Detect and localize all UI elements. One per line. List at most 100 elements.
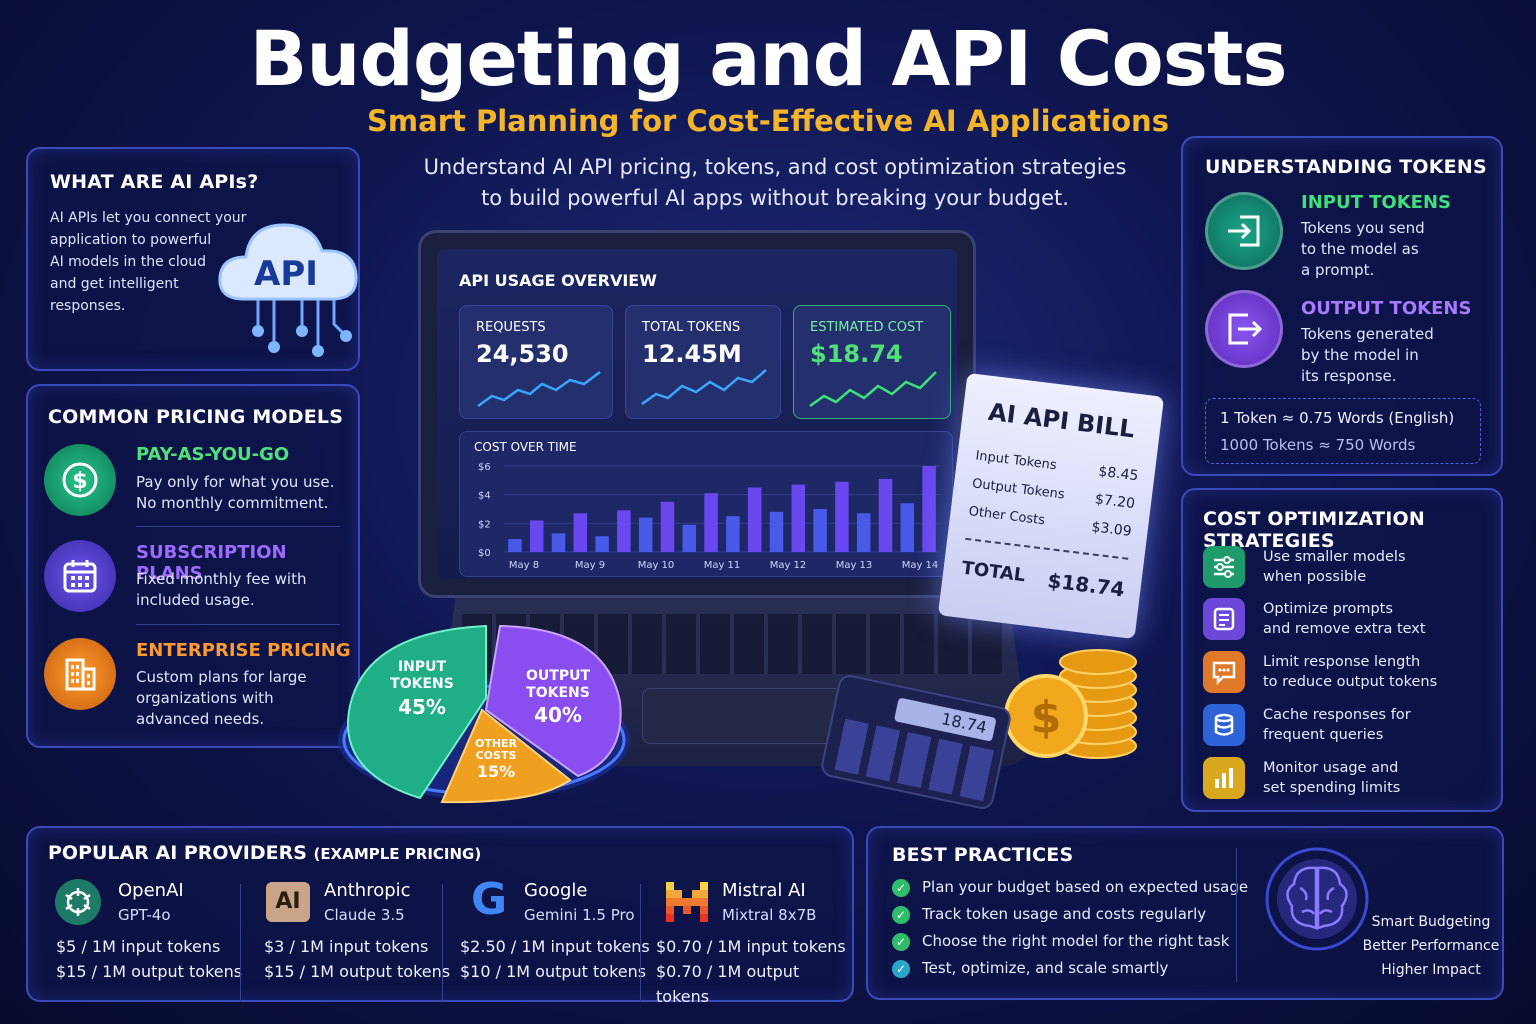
bar [726,516,740,552]
desc-line: by the model in [1301,346,1419,364]
bar [595,536,609,552]
pricing-desc: Custom plans for large organizations with… [136,667,336,730]
desc-line: advanced needs. [136,710,265,728]
desc-line: No monthly commitment. [136,494,329,512]
price-line: $0.70 / 1M input tokens [656,937,846,956]
check-icon: ✓ [892,878,910,897]
token-name: INPUT TOKENS [1301,192,1451,213]
intro-line: Understand AI API pricing, tokens, and c… [423,155,1127,179]
coins-icon: $ [1004,649,1137,759]
provider-model: GPT-4o [118,906,171,924]
conversion-line: 1 Token ≈ 0.75 Words (English) [1220,409,1455,427]
bar [900,503,915,552]
intro-line: to build powerful AI apps without breaki… [481,186,1069,210]
pie-label: OUTPUT [526,668,590,684]
cost-strategies-panel: COST OPTIMIZATION STRATEGIES Use smaller… [1181,488,1503,812]
bar [660,501,675,552]
desc-line: Fixed monthly fee with [136,570,307,588]
stat-card-tokens: TOTAL TOKENS 12.45M [625,305,781,419]
desc-line: and get intelligent [50,276,179,292]
token-name: OUTPUT TOKENS [1301,298,1472,319]
tag-line: Higher Impact [1381,962,1481,978]
token-desc: Tokens you send to the model as a prompt. [1301,218,1425,281]
stat-value: 24,530 [476,340,569,368]
bar [551,533,566,552]
provider-price: $0.70 / 1M input tokens $0.70 / 1M output… [656,934,852,1009]
x-tick-label: May 11 [704,560,741,571]
x-tick-label: May 9 [575,560,605,571]
bar [813,509,827,552]
stat-label: REQUESTS [476,320,546,335]
desc-line: Use smaller models [1263,549,1406,565]
google-logo-icon: G [470,874,508,925]
desc-line: a prompt. [1301,261,1375,279]
panel-title: BEST PRACTICES [892,844,1074,866]
best-practice-item: ✓ Track token usage and costs regularly [892,905,1206,924]
tag-line: Better Performance [1362,938,1500,954]
provider-name: Anthropic [324,880,411,901]
token-conversion-box: 1 Token ≈ 0.75 Words (English) 1000 Toke… [1205,398,1481,464]
dollar-icon: $ [44,444,116,516]
cost-chart-panel: COST OVER TIME $6 $4 $2 $0 May 8 May 9 May 10 M… [459,431,953,577]
desc-line: application to powerful [50,232,212,248]
stat-value: $18.74 [810,340,903,368]
item-text: Choose the right model for the right tas… [922,932,1230,950]
cost-pie-chart: INPUT TOKENS 45% OUTPUT TOKENS 40% OTHER… [338,624,630,804]
stat-label: TOTAL TOKENS [642,320,741,335]
sparkline [477,371,601,408]
divider [240,884,241,1002]
desc-line: Tokens you send [1301,219,1425,237]
sliders-icon [1203,546,1245,588]
best-practices-panel: BEST PRACTICES ✓ Plan your budget based o… [866,826,1504,1000]
what-are-desc: AI APIs let you connect your application… [50,207,250,317]
chat-icon [1203,651,1245,693]
desc-line: and remove extra text [1263,621,1426,637]
desc-line: AI models in the cloud [50,254,207,270]
desc-line: Pay only for what you use. [136,473,335,491]
strategy-text: Cache responses for frequent queries [1263,705,1513,745]
pricing-models-panel: COMMON PRICING MODELS $ PAY-AS-YOU-GO Pa… [26,384,360,748]
pie-label: INPUT [398,659,447,675]
building-icon [44,638,116,710]
stat-card-requests: REQUESTS 24,530 [459,305,613,419]
cloud-label: API [254,254,318,294]
bill-label: Output Tokens [971,476,1066,503]
api-bill-receipt: AI API BILL Input Tokens $8.45 Output To… [937,372,1165,640]
price-line: $3 / 1M input tokens [264,937,429,956]
tag-line: Smart Budgeting [1371,914,1491,930]
desc-line: frequent queries [1263,727,1384,743]
dashboard: API USAGE OVERVIEW REQUESTS 24,530 TOTAL… [437,249,957,579]
desc-line: its response. [1301,367,1397,385]
svg-text:$: $ [72,469,87,494]
what-are-apis-panel: WHAT ARE AI APIs? AI APIs let you connec… [26,147,360,371]
x-tick-label: May 13 [836,560,873,571]
mistral-logo-icon [666,882,708,922]
panel-title: COST OPTIMIZATION STRATEGIES [1203,508,1425,552]
bill-value: $8.45 [1097,463,1140,485]
bar [704,493,718,552]
strategy-text: Limit response length to reduce output to… [1263,652,1513,692]
desc-line: organizations with [136,689,274,707]
price-line: $15 / 1M output tokens [264,962,451,981]
bar [835,481,849,552]
bar-chart-icon [1203,757,1245,799]
desc-line: Optimize prompts [1263,601,1393,617]
provider-name: Google [524,880,588,901]
desc-line: when possible [1263,569,1367,585]
pie-label: TOKENS [526,685,590,701]
provider-price: $5 / 1M input tokens $15 / 1M output toke… [56,934,242,984]
output-arrow-icon [1205,290,1283,368]
price-line: $2.50 / 1M input tokens [460,937,650,956]
pie-label: COSTS [476,749,517,762]
brain-icon [1265,847,1369,951]
chart-title: COST OVER TIME [474,440,577,454]
anthropic-logo-icon: AI [266,882,310,922]
provider-model: Claude 3.5 [324,906,405,924]
divider [965,537,1129,560]
pricing-desc: Pay only for what you use. No monthly com… [136,472,336,514]
desc-line: AI APIs let you connect your [50,210,247,226]
divider [136,624,340,625]
pricing-desc: Fixed monthly fee with included usage. [136,569,336,611]
bar [878,478,893,552]
cost-over-time-chart: $6 $4 $2 $0 May 8 May 9 May 10 May 11 May 12 May … [478,462,940,571]
